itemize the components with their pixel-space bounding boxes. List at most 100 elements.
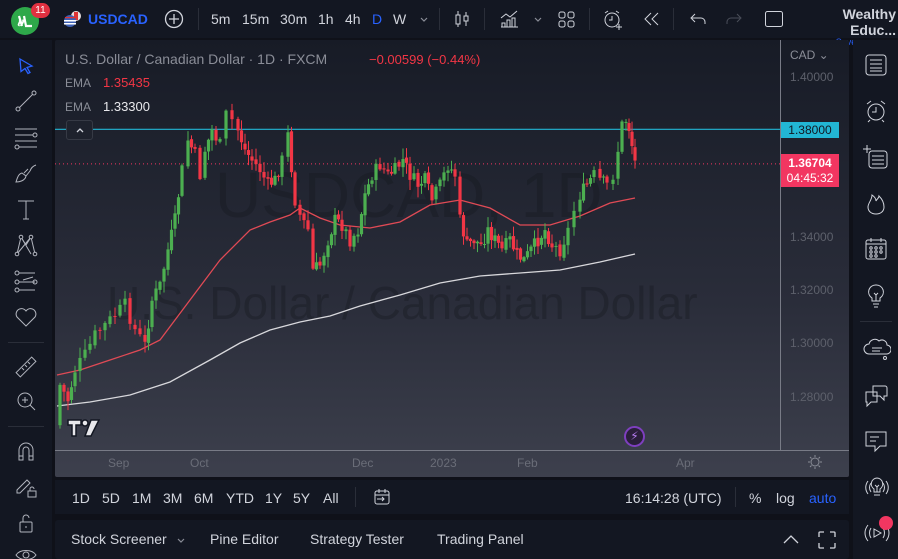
price-change: −0.00599 (−0.44%) <box>369 52 481 67</box>
private-chats-icon[interactable] <box>863 428 889 454</box>
chart-legend-title[interactable]: U.S. Dollar / Canadian Dollar · 1D · FXC… <box>65 51 328 67</box>
live-notification-dot <box>879 516 893 530</box>
divider <box>484 8 485 30</box>
replay-icon[interactable] <box>642 9 662 29</box>
account-menu[interactable]: Wealthy Educ... Save <box>796 6 896 47</box>
events-lightning-icon[interactable]: ⚡ <box>624 426 645 447</box>
currency-pair-flags-icon <box>64 11 82 27</box>
ema-value-slow: 1.33300 <box>103 99 150 114</box>
eye-visibility-icon[interactable] <box>13 542 39 559</box>
expand-panel-chevron-up-icon[interactable] <box>781 532 801 546</box>
zoom-in-icon[interactable] <box>13 388 39 414</box>
ema-legend-1[interactable]: EMA <box>65 76 91 90</box>
ema-label: EMA <box>65 100 92 114</box>
interval-d[interactable]: D <box>372 11 383 27</box>
range-6m[interactable]: 6M <box>194 490 214 506</box>
maximize-panel-icon[interactable] <box>817 530 837 550</box>
price-tick: 1.34000 <box>790 230 834 244</box>
pattern-tool-icon[interactable] <box>13 232 39 258</box>
indicators-icon[interactable] <box>499 9 519 29</box>
layout-grid-icon[interactable] <box>557 9 577 29</box>
go-to-date-icon[interactable] <box>372 487 392 507</box>
logo-icon: ሀ <box>17 15 32 28</box>
undo-icon[interactable] <box>688 9 708 29</box>
price-scale[interactable] <box>780 40 849 450</box>
chevron-down-icon[interactable] <box>175 534 187 546</box>
bar-countdown: 04:45:32 <box>786 171 834 185</box>
price-tick: 1.30000 <box>790 336 834 350</box>
fullscreen-square-icon[interactable] <box>764 9 784 29</box>
range-1d[interactable]: 1D <box>72 490 90 506</box>
divider <box>8 426 44 427</box>
tab-strategy-tester[interactable]: Strategy Tester <box>310 531 404 547</box>
cursor-arrow-icon[interactable] <box>13 54 39 80</box>
divider <box>8 342 44 343</box>
favorites-heart-icon[interactable] <box>13 304 39 330</box>
interval-1h[interactable]: 1h <box>318 11 334 27</box>
brush-icon[interactable] <box>13 160 39 186</box>
watchlist-icon[interactable] <box>863 52 889 78</box>
lock-drawings-icon[interactable] <box>13 474 39 500</box>
streams-play-icon[interactable] <box>863 520 890 546</box>
redo-icon[interactable] <box>724 9 744 29</box>
magnet-icon[interactable] <box>13 438 39 464</box>
compare-add-symbol-icon[interactable] <box>164 9 184 29</box>
interval-30m[interactable]: 30m <box>280 11 308 27</box>
auto-scale-toggle[interactable]: auto <box>809 490 837 506</box>
interval-15m[interactable]: 15m <box>242 11 270 27</box>
ideas-lightbulb-icon[interactable] <box>863 282 889 308</box>
time-scale[interactable] <box>55 450 849 477</box>
divider <box>198 8 199 30</box>
trend-line-icon[interactable] <box>13 88 39 114</box>
chats-cloud-icon[interactable] <box>863 336 891 362</box>
utc-clock[interactable]: 16:14:28 (UTC) <box>625 490 722 506</box>
range-5y[interactable]: 5Y <box>293 490 311 506</box>
range-ytd[interactable]: YTD <box>226 490 254 506</box>
text-tool-icon[interactable] <box>13 196 39 222</box>
time-tick: Apr <box>676 456 695 470</box>
unlock-icon[interactable] <box>13 510 39 536</box>
symbol-search-button[interactable]: USDCAD <box>88 11 148 27</box>
ema-legend-2[interactable]: EMA <box>65 100 91 114</box>
time-tick: Feb <box>517 456 538 470</box>
currency-selector[interactable]: CAD ⌄ <box>790 48 829 62</box>
interval-5m[interactable]: 5m <box>211 11 231 27</box>
public-chats-icon[interactable] <box>863 382 889 408</box>
horizontal-line-price-tag: 1.38000 <box>781 122 839 138</box>
idea-stream-icon[interactable] <box>863 474 889 500</box>
chevron-down-icon[interactable] <box>532 13 544 25</box>
range-1y[interactable]: 1Y <box>265 490 283 506</box>
percent-scale-toggle[interactable]: % <box>749 490 762 506</box>
tab-trading-panel[interactable]: Trading Panel <box>437 531 524 547</box>
hotlists-flame-icon[interactable] <box>863 190 889 216</box>
calendar-icon[interactable] <box>863 236 889 262</box>
range-all[interactable]: All <box>323 490 339 506</box>
fib-retracement-icon[interactable] <box>13 124 39 150</box>
interval-4h[interactable]: 4h <box>345 11 361 27</box>
last-price: 1.36704 <box>788 156 832 170</box>
range-5d[interactable]: 5D <box>102 490 120 506</box>
tab-pine-editor[interactable]: Pine Editor <box>210 531 279 547</box>
tradingview-logo-icon[interactable] <box>67 418 101 438</box>
data-window-add-icon[interactable] <box>863 144 889 170</box>
log-scale-toggle[interactable]: log <box>776 490 795 506</box>
alerts-clock-icon[interactable] <box>863 98 889 124</box>
chart-pane[interactable]: USDCAD, 1D U.S. Dollar / Canadian Dollar… <box>55 40 849 477</box>
price-tick: 1.40000 <box>790 70 834 84</box>
tab-stock-screener[interactable]: Stock Screener <box>71 531 167 547</box>
candles-chart-type-icon[interactable] <box>452 9 472 29</box>
time-tick: Dec <box>352 456 374 470</box>
interval-w[interactable]: W <box>393 11 407 27</box>
range-3m[interactable]: 3M <box>163 490 183 506</box>
collapse-legend-button[interactable] <box>66 120 93 140</box>
prediction-measure-icon[interactable] <box>13 268 39 294</box>
ruler-measure-icon[interactable] <box>13 354 39 380</box>
chevron-down-icon[interactable] <box>418 13 430 25</box>
divider <box>735 487 736 507</box>
time-tick: Sep <box>108 456 130 470</box>
divider <box>589 8 590 30</box>
alert-clock-icon[interactable] <box>602 9 622 30</box>
price-chart-canvas[interactable] <box>55 40 780 450</box>
chart-settings-gear-icon[interactable] <box>807 454 823 470</box>
range-1m[interactable]: 1M <box>132 490 152 506</box>
